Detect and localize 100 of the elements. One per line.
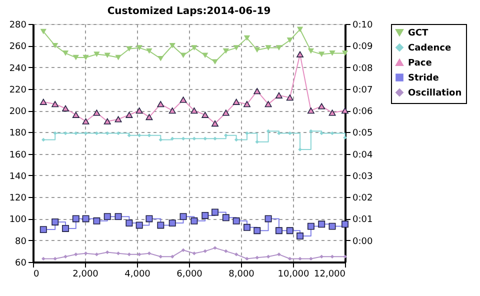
point [94,252,99,256]
point [224,134,228,138]
point [170,136,174,141]
y2-tick-label: 0:08 [352,64,373,74]
point [169,42,176,48]
y2-tick-label: 0:04 [352,150,373,160]
x-tick-label: 10,000 [278,270,310,280]
point [114,116,122,122]
point [286,94,294,101]
point [94,52,100,57]
y-tick-label: 60 [15,258,27,268]
y-tick-label: 280 [9,20,27,30]
point [264,215,272,222]
x-tick-label: 12,000 [314,270,346,280]
point [275,92,282,98]
point [42,138,46,142]
point [192,251,196,256]
y-tick-label: 180 [9,128,27,139]
point [62,224,69,232]
point [180,213,187,220]
point [232,98,240,105]
point [146,48,152,54]
point [202,212,209,219]
point [157,100,164,108]
point [136,45,142,50]
point [277,131,281,136]
point [74,131,78,136]
y2-tick-label: 0:00 [352,236,373,247]
point [74,252,78,256]
point [245,256,249,261]
point [342,107,348,114]
point [52,218,59,226]
point [52,42,58,48]
point [255,140,259,144]
y2-tick-label: 0:03 [352,172,373,182]
point [328,110,336,116]
point [308,48,314,54]
point [320,131,324,136]
point [180,52,186,58]
point [93,217,100,224]
point [309,256,313,261]
point [127,134,132,138]
y-tick-label: 200 [9,107,27,118]
point [296,26,304,32]
point [244,224,250,231]
point [266,129,270,133]
point [137,134,142,138]
point [115,54,122,60]
y2-tick-label: 0:02 [352,194,373,204]
point [168,220,176,227]
y-tick-label: 140 [9,172,27,182]
point [342,220,348,228]
point [190,107,198,114]
point [126,220,133,227]
y2-tick-label: 0:07 [352,85,373,96]
point [180,96,187,103]
point [275,227,282,234]
point [146,215,153,222]
point [329,50,336,56]
point [93,110,100,116]
point [264,100,272,108]
point [40,98,47,105]
point [82,118,90,124]
point [136,222,143,229]
y-tick-label: 220 [9,85,27,96]
point [64,131,68,136]
point [244,35,250,41]
point [192,136,196,141]
y2-tick-label: 0:01 [352,215,373,226]
point [104,213,111,220]
y-tick-label: 240 [9,64,27,74]
point [158,56,164,62]
point [244,100,250,108]
point [146,114,153,120]
point [168,107,176,114]
point [40,226,47,234]
point [40,28,46,34]
point [328,222,336,230]
point [232,217,240,224]
y2-tick-label: 0:10 [352,20,373,30]
x-tick-label: 0 [34,270,40,280]
y2-tick-label: 0:06 [352,107,373,118]
point [309,129,313,133]
point [255,256,259,260]
point [42,256,46,261]
x-tick-label: 8,000 [228,270,255,280]
point [72,112,80,118]
x-tick-label: 4,000 [124,270,151,280]
point [265,45,272,50]
point [320,254,324,258]
y-tick-label: 160 [9,150,27,160]
point [318,220,326,228]
point [212,120,218,127]
point [203,249,207,254]
point [318,52,325,57]
point [181,248,186,252]
point [147,134,152,138]
point [307,222,314,230]
point [213,136,217,141]
point [52,100,59,108]
